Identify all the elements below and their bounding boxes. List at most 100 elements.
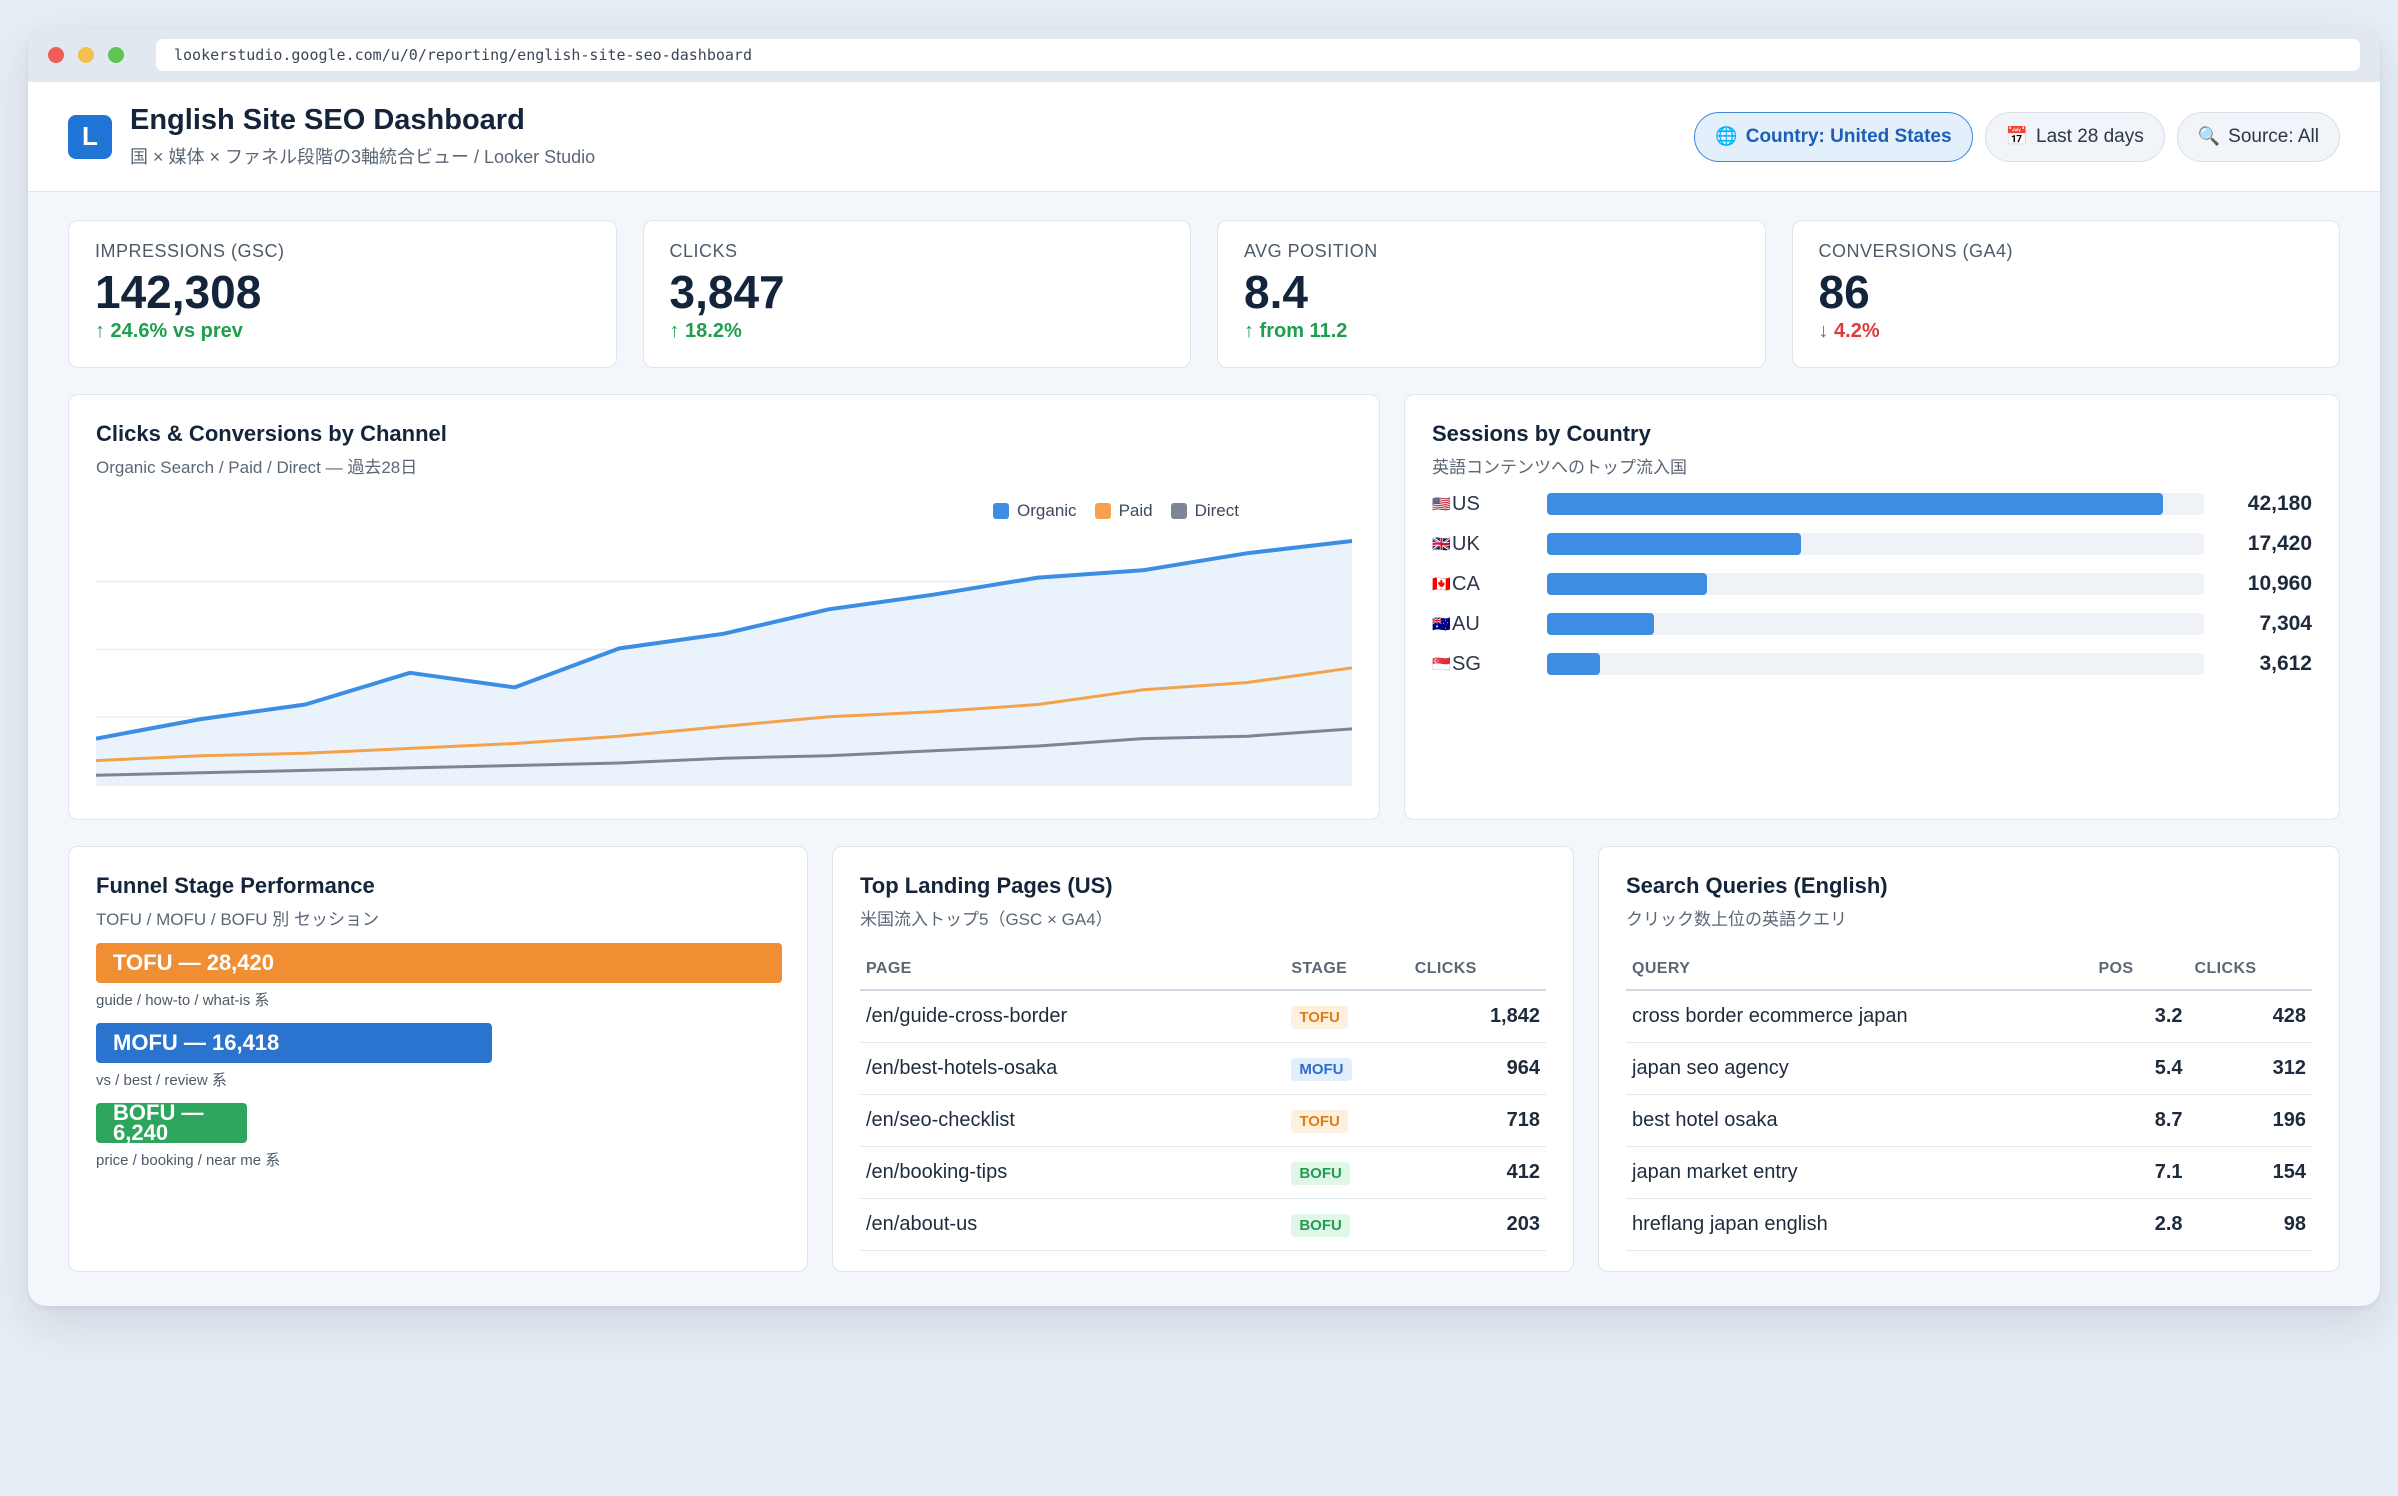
clicks-value: 964 [1408,1042,1546,1095]
landing-table: PAGE STAGE CLICKS /en/guide-cross-border… [860,948,1546,1251]
date-range-chip[interactable]: 📅 Last 28 days [1984,111,2165,162]
kpi-conversions[interactable]: CONVERSIONS (GA4) 86 ↓ 4.2% [1791,220,2340,368]
legend-label: Paid [1118,501,1153,520]
table-row[interactable]: /en/booking-tips BOFU 412 [860,1146,1546,1199]
stage-badge: TOFU [1291,1005,1348,1029]
close-window-button[interactable] [48,47,64,63]
country-filter-chip[interactable]: 🌐 Country: United States [1694,111,1973,162]
query-text[interactable]: japan market entry [1626,1146,2093,1199]
chart-legend: Organic Paid Direct [993,501,1239,521]
col-page[interactable]: PAGE [860,948,1286,991]
stage-cell: BOFU [1285,1198,1409,1251]
channel-chart-card: Clicks & Conversions by Channel Organic … [68,394,1380,820]
country-row-ca[interactable]: 🇨🇦 CA 10,960 [1432,571,2312,597]
kpi-label: CONVERSIONS (GA4) [1818,241,2014,261]
table-row[interactable]: hreflang japan english 2.8 98 [1626,1198,2312,1251]
country-bar [1547,653,1600,675]
date-range-label: Last 28 days [2036,125,2144,147]
kpi-label: AVG POSITION [1244,241,1378,261]
legend-item-direct[interactable]: Direct [1170,501,1239,521]
table-row[interactable]: /en/guide-cross-border TOFU 1,842 [860,990,1546,1043]
table-header-row: QUERY POS CLICKS [1626,948,2312,991]
clicks-value: 154 [2188,1146,2312,1199]
kpi-delta: ↓ 4.2% [1818,320,1880,342]
page-path[interactable]: /en/booking-tips [860,1146,1286,1199]
table-row[interactable]: /en/seo-checklist TOFU 718 [860,1094,1546,1147]
country-bar-track [1547,653,2204,675]
kpi-row: IMPRESSIONS (GSC) 142,308 ↑ 24.6% vs pre… [68,220,2340,368]
flag-icon: 🇨🇦 [1432,576,1451,593]
channel-line-chart [96,539,1352,786]
table-row[interactable]: /en/about-us BOFU 203 [860,1198,1546,1251]
country-name: US [1452,492,1480,515]
query-text[interactable]: hreflang japan english [1626,1198,2093,1251]
series-line-paid[interactable] [96,666,1352,763]
table-row[interactable]: /en/best-hotels-osaka MOFU 964 [860,1042,1546,1095]
query-text[interactable]: japan seo agency [1626,1042,2093,1095]
country-value: 17,420 [2247,532,2312,555]
country-bar [1547,573,1708,595]
country-bar [1547,613,1654,635]
funnel-bar-2[interactable]: BOFU — 6,240 [96,1103,247,1143]
legend-item-organic[interactable]: Organic [993,501,1077,521]
funnel-note: price / booking / near me 系 [96,1152,281,1169]
page-path[interactable]: /en/about-us [860,1198,1286,1251]
query-text[interactable]: cross border ecommerce japan [1626,990,2093,1043]
dashboard-header: L English Site SEO Dashboard 国 × 媒体 × ファ… [28,82,2380,192]
series-line-organic[interactable] [96,539,1352,741]
flag-icon: 🇺🇸 [1432,496,1451,513]
table-header-row: PAGE STAGE CLICKS [860,948,1546,991]
flag-icon: 🇸🇬 [1432,656,1451,673]
col-clicks[interactable]: CLICKS [1408,948,1546,991]
source-filter-chip[interactable]: 🔍 Source: All [2176,111,2340,162]
col-pos[interactable]: POS [2092,948,2189,991]
queries-subtitle: クリック数上位の英語クエリ [1626,910,1847,929]
col-clicks[interactable]: CLICKS [2188,948,2312,991]
table-row[interactable]: japan market entry 7.1 154 [1626,1146,2312,1199]
page-path[interactable]: /en/best-hotels-osaka [860,1042,1286,1095]
browser-window: lookerstudio.google.com/u/0/reporting/en… [28,28,2380,1306]
country-row-sg[interactable]: 🇸🇬 SG 3,612 [1432,651,2312,677]
stage-cell: TOFU [1285,1094,1409,1147]
kpi-impressions[interactable]: IMPRESSIONS (GSC) 142,308 ↑ 24.6% vs pre… [68,220,617,368]
col-stage[interactable]: STAGE [1285,948,1409,991]
funnel-note: guide / how-to / what-is 系 [96,992,270,1009]
page-path[interactable]: /en/seo-checklist [860,1094,1286,1147]
country-bar-track [1547,613,2204,635]
stage-badge: BOFU [1291,1161,1350,1185]
col-query[interactable]: QUERY [1626,948,2093,991]
country-value: 3,612 [2259,652,2312,675]
table-row[interactable]: japan seo agency 5.4 312 [1626,1042,2312,1095]
legend-item-paid[interactable]: Paid [1094,501,1153,521]
maximize-window-button[interactable] [108,47,124,63]
minimize-window-button[interactable] [78,47,94,63]
table-row[interactable]: best hotel osaka 8.7 196 [1626,1094,2312,1147]
looker-logo: L [68,114,112,159]
country-bar-track [1547,493,2204,515]
position-value: 7.1 [2092,1146,2189,1199]
landing-pages-card: Top Landing Pages (US) 米国流入トップ5（GSC × GA… [832,846,1574,1272]
page-title: English Site SEO Dashboard [130,104,525,136]
kpi-avg-position[interactable]: AVG POSITION 8.4 ↑ from 11.2 [1217,220,1766,368]
kpi-delta: ↑ 24.6% vs prev [95,320,243,342]
flag-icon: 🇬🇧 [1432,536,1451,553]
filter-bar: 🌐 Country: United States 📅 Last 28 days … [1694,111,2340,162]
landing-title: Top Landing Pages (US) [860,873,1113,898]
query-text[interactable]: best hotel osaka [1626,1094,2093,1147]
page-path[interactable]: /en/guide-cross-border [860,990,1286,1043]
kpi-clicks[interactable]: CLICKS 3,847 ↑ 18.2% [642,220,1191,368]
country-bar [1547,533,1802,555]
series-line-direct[interactable] [96,727,1352,777]
clicks-value: 428 [2188,990,2312,1043]
url-text: lookerstudio.google.com/u/0/reporting/en… [174,46,752,64]
funnel-bar-1[interactable]: MOFU — 16,418 [96,1023,493,1063]
country-row-uk[interactable]: 🇬🇧 UK 17,420 [1432,531,2312,557]
legend-label: Organic [1017,501,1077,520]
funnel-bar-0[interactable]: TOFU — 28,420 [96,943,782,983]
table-row[interactable]: cross border ecommerce japan 3.2 428 [1626,990,2312,1043]
country-row-us[interactable]: 🇺🇸 US 42,180 [1432,491,2312,517]
address-bar[interactable]: lookerstudio.google.com/u/0/reporting/en… [156,39,2360,71]
kpi-value: 3,847 [669,266,785,318]
country-row-au[interactable]: 🇦🇺 AU 7,304 [1432,611,2312,637]
kpi-value: 86 [1818,266,1870,318]
